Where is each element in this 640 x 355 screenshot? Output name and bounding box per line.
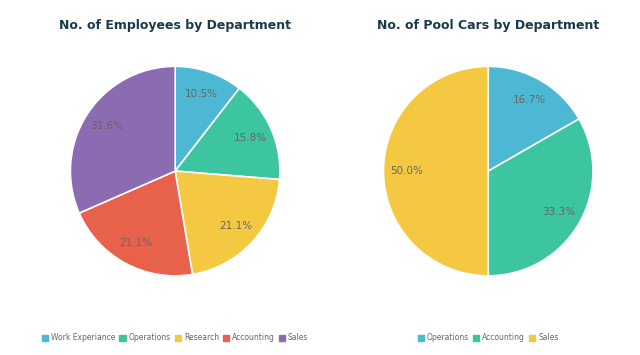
Text: 10.5%: 10.5% xyxy=(185,89,218,99)
Wedge shape xyxy=(488,66,579,171)
Text: 21.1%: 21.1% xyxy=(219,221,252,231)
Text: 33.3%: 33.3% xyxy=(542,207,575,217)
Legend: Operations, Accounting, Sales: Operations, Accounting, Sales xyxy=(415,330,561,345)
Wedge shape xyxy=(175,171,280,274)
Text: 15.8%: 15.8% xyxy=(234,133,266,143)
Wedge shape xyxy=(488,119,593,276)
Wedge shape xyxy=(383,66,488,276)
Legend: Work Experiance, Operations, Research, Accounting, Sales: Work Experiance, Operations, Research, A… xyxy=(39,330,311,345)
Wedge shape xyxy=(70,66,175,213)
Text: 16.7%: 16.7% xyxy=(513,95,546,105)
Title: No. of Employees by Department: No. of Employees by Department xyxy=(59,19,291,32)
Text: 50.0%: 50.0% xyxy=(390,166,423,176)
Wedge shape xyxy=(175,88,280,180)
Title: No. of Pool Cars by Department: No. of Pool Cars by Department xyxy=(377,19,599,32)
Wedge shape xyxy=(175,66,239,171)
Wedge shape xyxy=(79,171,193,276)
Text: 21.1%: 21.1% xyxy=(120,238,153,248)
Text: 31.6%: 31.6% xyxy=(90,121,124,131)
